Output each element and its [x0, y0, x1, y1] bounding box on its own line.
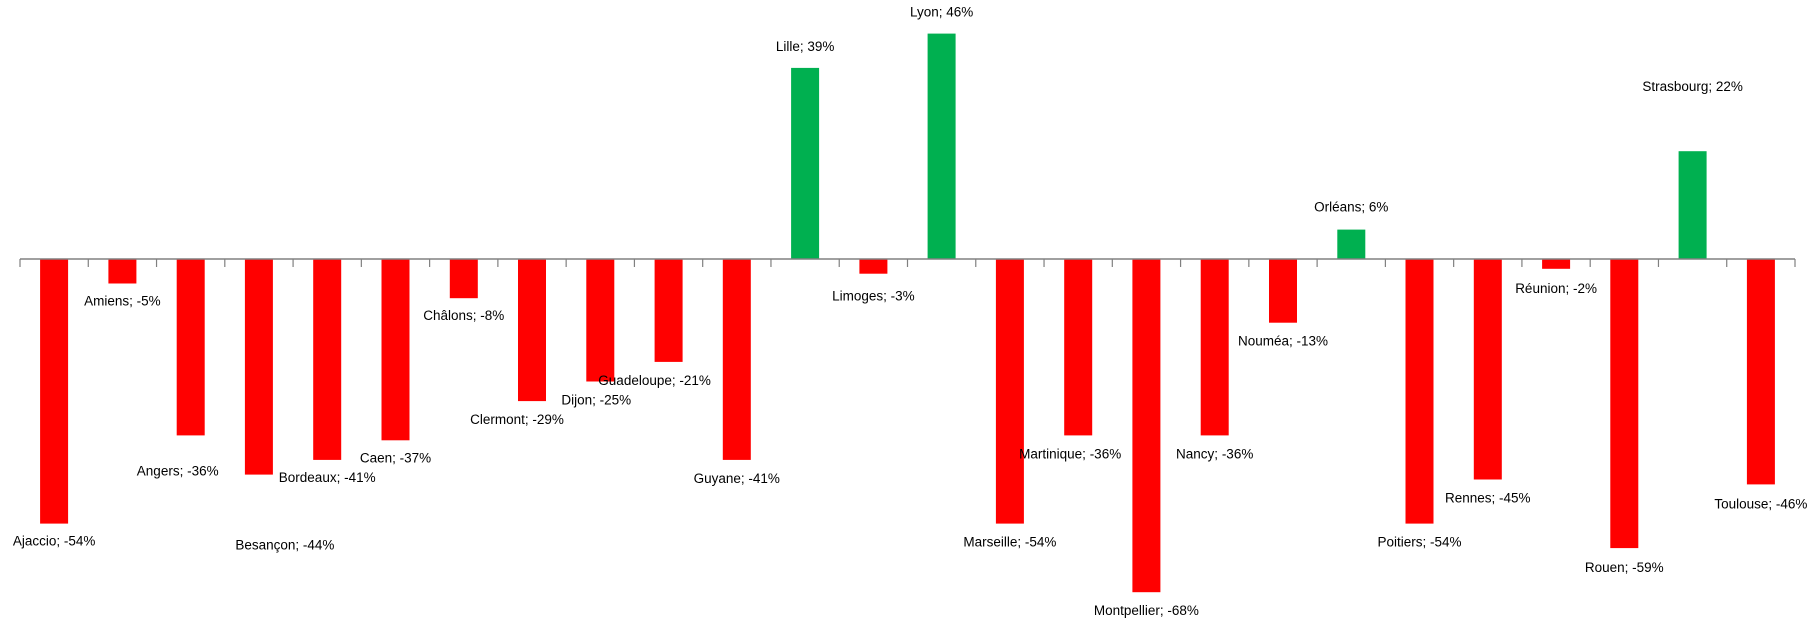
bar-guadeloupe — [654, 259, 683, 362]
bar-bordeaux — [313, 259, 342, 460]
data-labels-group: Ajaccio; -54% Amiens; -5% Angers; -36% Besa… — [13, 5, 1808, 619]
x-axis — [19, 258, 1796, 267]
bar-rouen — [1610, 259, 1639, 549]
bar-strasbourg — [1678, 151, 1707, 259]
bar-montpellier — [1132, 259, 1161, 593]
data-label: Strasbourg; 22% — [1642, 79, 1743, 94]
bar-rennes — [1473, 259, 1502, 480]
data-label: Réunion; -2% — [1515, 281, 1597, 296]
bar-nancy — [1200, 259, 1229, 436]
data-label: Lyon; 46% — [910, 5, 973, 20]
data-label: Orléans; 6% — [1314, 200, 1388, 215]
bar-toulouse — [1746, 259, 1775, 485]
bar-martinique — [1064, 259, 1093, 436]
bar-marseille — [995, 259, 1024, 524]
bar-caen — [381, 259, 410, 441]
data-label: Rennes; -45% — [1445, 491, 1531, 506]
bar-réunion — [1542, 259, 1571, 269]
data-label: Ajaccio; -54% — [13, 534, 96, 549]
bar-angers — [176, 259, 205, 436]
bar-lille — [791, 67, 820, 260]
bar-châlons — [449, 259, 478, 299]
data-label: Besançon; -44% — [235, 538, 334, 553]
data-label: Martinique; -36% — [1019, 446, 1121, 461]
data-label: Marseille; -54% — [963, 535, 1056, 550]
data-label: Poitiers; -54% — [1377, 535, 1461, 550]
bar-limoges — [859, 259, 888, 274]
bar-clermont — [518, 259, 546, 402]
data-label: Nancy; -36% — [1176, 446, 1253, 461]
data-label: Dijon; -25% — [561, 393, 631, 408]
data-label: Amiens; -5% — [84, 294, 161, 309]
data-label: Guadeloupe; -21% — [598, 373, 711, 388]
data-label: Caen; -37% — [360, 450, 431, 465]
data-label: Lille; 39% — [776, 39, 835, 54]
data-label: Limoges; -3% — [832, 289, 915, 304]
bar-amiens — [108, 259, 137, 284]
bars-group — [40, 33, 1775, 593]
bar-orléans — [1337, 229, 1366, 259]
data-label: Guyane; -41% — [694, 471, 780, 486]
bar-guyane — [722, 259, 751, 460]
bar-lyon — [927, 33, 956, 259]
bar-dijon — [586, 259, 615, 382]
data-label: Nouméa; -13% — [1238, 334, 1328, 349]
data-label: Montpellier; -68% — [1094, 603, 1199, 618]
data-label: Bordeaux; -41% — [279, 470, 376, 485]
data-label: Toulouse; -46% — [1714, 496, 1807, 511]
data-label: Clermont; -29% — [470, 412, 564, 427]
bar-nouméa — [1269, 259, 1297, 323]
data-label: Rouen; -59% — [1585, 560, 1664, 575]
data-label: Châlons; -8% — [423, 308, 504, 323]
bar-besançon — [244, 259, 273, 475]
bar-poitiers — [1405, 259, 1434, 524]
data-label: Angers; -36% — [137, 463, 219, 478]
bar-ajaccio — [40, 259, 69, 524]
